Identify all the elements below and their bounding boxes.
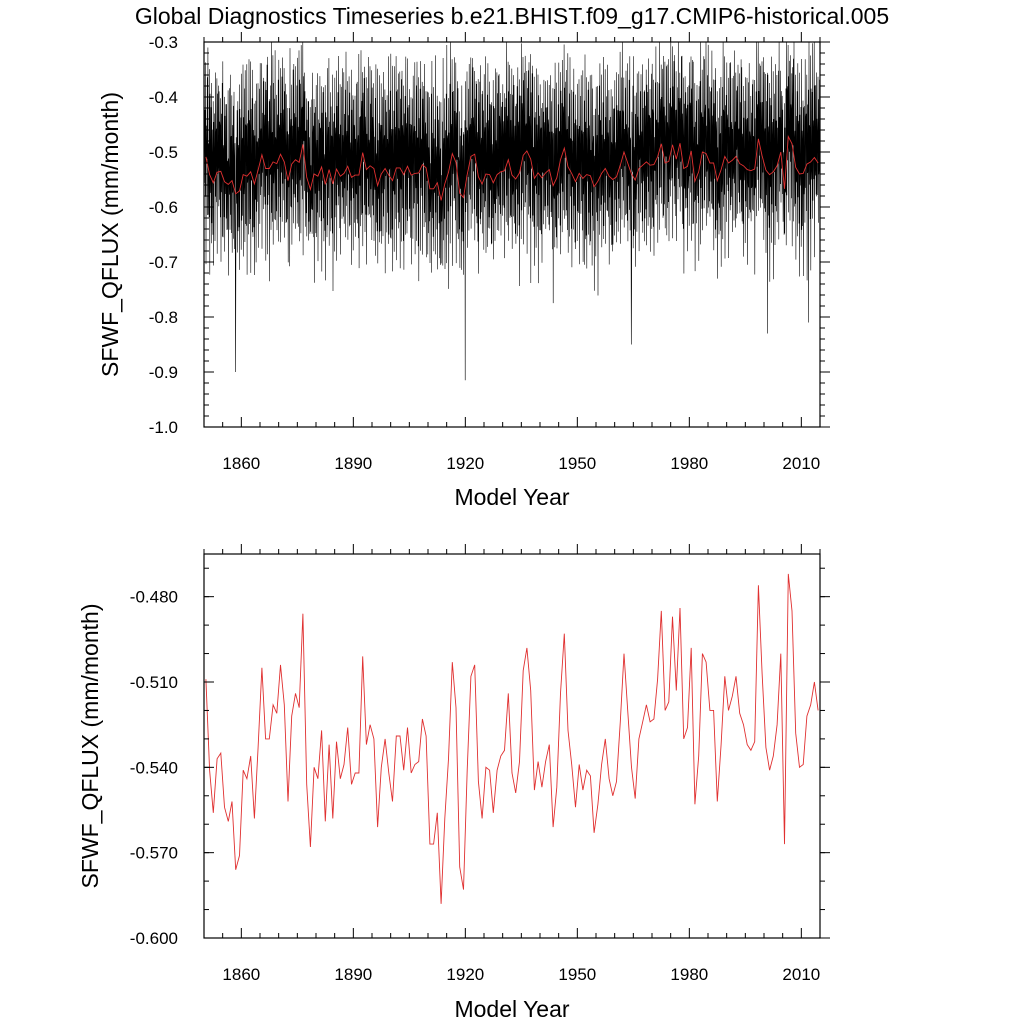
y-tick-label: -0.3 — [149, 33, 178, 52]
x-tick-label: 2010 — [782, 454, 820, 473]
bottom-panel: -0.600-0.570-0.540-0.510-0.480 1860 1890 1… — [77, 544, 830, 1022]
x-tick-label: 1890 — [334, 454, 372, 473]
annual-mean-series — [205, 573, 819, 904]
x-tick-label: 1860 — [222, 454, 260, 473]
x-tick-label: 1920 — [446, 454, 484, 473]
bottom-plot-frame — [203, 553, 821, 939]
x-tick-label: 1980 — [670, 454, 708, 473]
x-tick-label: 1920 — [446, 965, 484, 984]
y-tick-label: -1.0 — [149, 418, 178, 437]
bottom-axis-ticks — [203, 544, 830, 939]
figure-title: Global Diagnostics Timeseries b.e21.BHIS… — [134, 3, 890, 29]
y-tick-label: -0.9 — [149, 363, 178, 382]
y-tick-label: -0.8 — [149, 308, 178, 327]
x-tick-label: 1950 — [558, 454, 596, 473]
y-tick-label: -0.7 — [149, 253, 178, 272]
y-tick-label: -0.570 — [130, 844, 178, 863]
y-tick-label: -0.4 — [149, 88, 178, 107]
y-tick-label: -0.5 — [149, 143, 178, 162]
annual-mean-series-top — [205, 134, 819, 201]
x-tick-label: 1890 — [334, 965, 372, 984]
top-panel: -1.0 -0.9 -0.8 -0.7 -0.6 -0.5 -0.4 -0.3 1860 189… — [97, 32, 830, 510]
top-y-tick-labels: -1.0 -0.9 -0.8 -0.7 -0.6 -0.5 -0.4 -0.3 — [149, 33, 178, 437]
bottom-y-tick-labels: -0.600 -0.570 -0.540 -0.510 -0.480 — [130, 588, 178, 948]
x-tick-label: 1980 — [670, 965, 708, 984]
x-tick-label: 2010 — [782, 965, 820, 984]
y-tick-label: -0.600 — [130, 929, 178, 948]
y-tick-label: -0.540 — [130, 758, 178, 777]
top-x-axis-title: Model Year — [454, 484, 569, 510]
annual-mean-line — [205, 573, 819, 904]
monthly-series — [203, 41, 821, 381]
x-tick-label: 1860 — [222, 965, 260, 984]
x-tick-label: 1950 — [558, 965, 596, 984]
top-x-tick-labels: 1860 1890 1920 1950 1980 2010 — [222, 454, 820, 473]
annual-mean-line-top — [205, 134, 819, 201]
bottom-y-axis-title: SFWF_QFLUX (mm/month) — [77, 604, 103, 889]
y-tick-label: -0.480 — [130, 588, 178, 607]
top-y-axis-title: SFWF_QFLUX (mm/month) — [97, 92, 123, 377]
top-plot-frame — [203, 41, 821, 428]
bottom-x-tick-labels: 1860 1890 1920 1950 1980 2010 — [222, 965, 820, 984]
y-tick-label: -0.6 — [149, 198, 178, 217]
top-axis-ticks — [203, 32, 830, 428]
monthly-line — [203, 41, 821, 381]
y-tick-label: -0.510 — [130, 673, 178, 692]
bottom-x-axis-title: Model Year — [454, 996, 569, 1022]
